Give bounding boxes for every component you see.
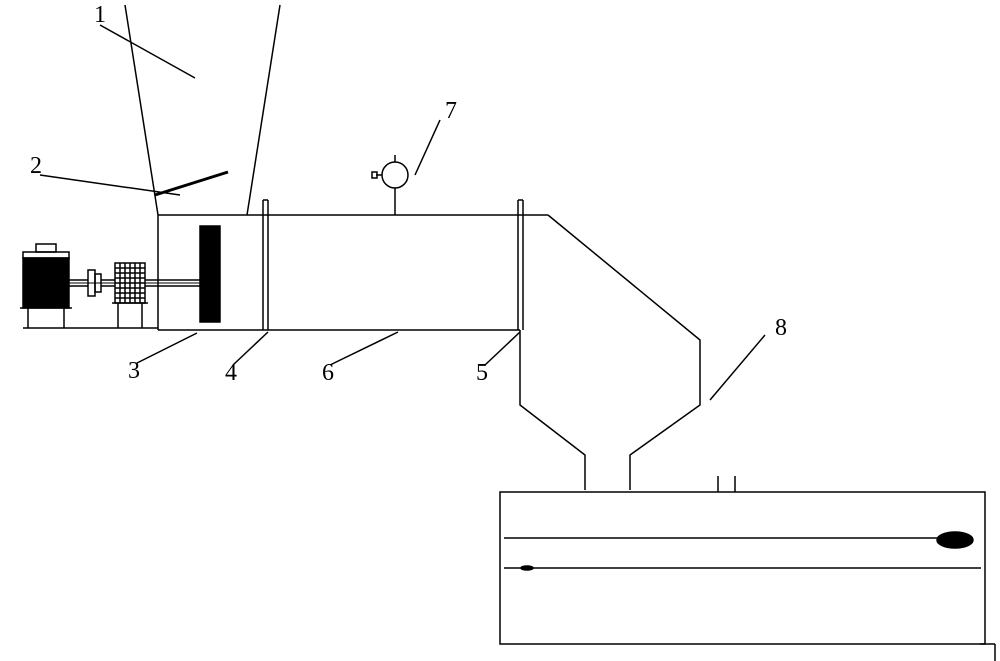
engineering-diagram: 1 2 3 4 5 6 7 8 — [0, 0, 1000, 661]
hopper-right-wall — [247, 5, 280, 215]
label-8: 8 — [775, 315, 787, 341]
discharge-chute — [520, 215, 700, 490]
label-2: 2 — [30, 153, 42, 179]
hopper-funnel — [125, 5, 280, 215]
endplate-disc — [200, 226, 220, 322]
top-valve — [372, 155, 408, 215]
deflector-plate — [155, 172, 228, 195]
hopper-left-wall — [125, 5, 158, 215]
flange-b — [518, 200, 523, 330]
gearbox — [112, 263, 148, 328]
label-3: 3 — [128, 358, 140, 384]
label-6: 6 — [322, 360, 334, 386]
label-5: 5 — [476, 360, 488, 386]
label-7: 7 — [445, 98, 457, 124]
leader-lines — [40, 25, 765, 400]
collector-box — [500, 476, 995, 661]
motor-assembly — [20, 244, 200, 328]
label-1: 1 — [94, 2, 106, 28]
flange-a — [263, 200, 268, 330]
label-4: 4 — [225, 360, 237, 386]
